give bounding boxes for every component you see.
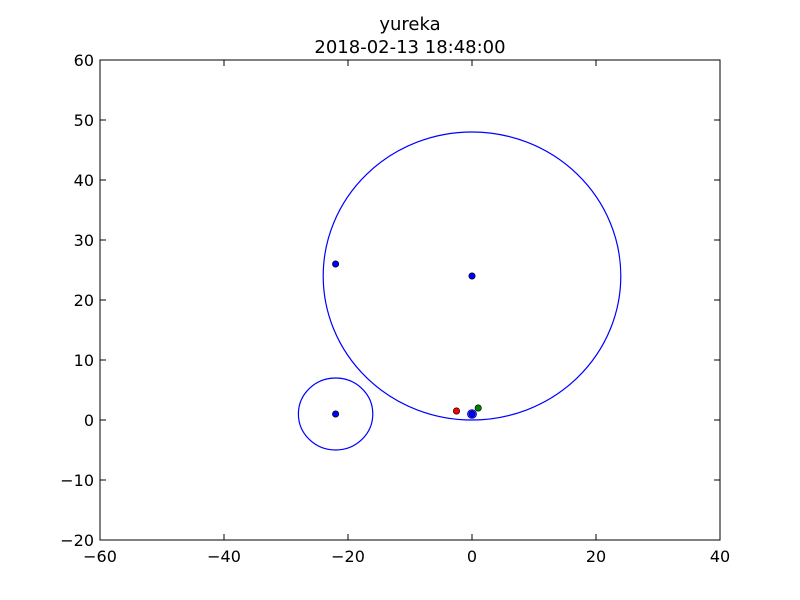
x-tick-label: 40 bbox=[710, 547, 730, 566]
x-tick-label: −20 bbox=[331, 547, 365, 566]
data-point-3 bbox=[468, 410, 476, 418]
x-tick-label: −60 bbox=[83, 547, 117, 566]
x-tick-label: −40 bbox=[207, 547, 241, 566]
data-point-4 bbox=[452, 407, 460, 415]
plot-area bbox=[297, 131, 622, 451]
circle-2 bbox=[467, 409, 477, 419]
plot-frame bbox=[99, 59, 721, 541]
y-tick-label: 20 bbox=[74, 291, 94, 310]
y-tick-label: 40 bbox=[74, 171, 94, 190]
data-point-1 bbox=[332, 260, 340, 268]
circle-0 bbox=[322, 131, 622, 421]
y-tick-label: 0 bbox=[84, 411, 94, 430]
data-point-2 bbox=[332, 410, 340, 418]
tick-labels: −60 −40 −20 0 20 40 −20 −10 0 10 20 30 40 50 60 bbox=[60, 51, 730, 566]
y-tick-label: 60 bbox=[74, 51, 94, 70]
x-tick-label: 20 bbox=[586, 547, 606, 566]
x-tick-label: 0 bbox=[467, 547, 477, 566]
y-tick-label: 30 bbox=[74, 231, 94, 250]
chart-subtitle: 2018-02-13 18:48:00 bbox=[314, 37, 505, 58]
y-tick-label: 50 bbox=[74, 111, 94, 130]
y-tick-label: −20 bbox=[60, 531, 94, 550]
circle-1 bbox=[297, 377, 374, 451]
data-point-0 bbox=[468, 272, 476, 280]
data-point-5 bbox=[474, 404, 482, 412]
y-tick-label: 10 bbox=[74, 351, 94, 370]
y-tick-label: −10 bbox=[60, 471, 94, 490]
chart-title: yureka bbox=[379, 14, 440, 35]
axis-ticks bbox=[99, 59, 721, 541]
